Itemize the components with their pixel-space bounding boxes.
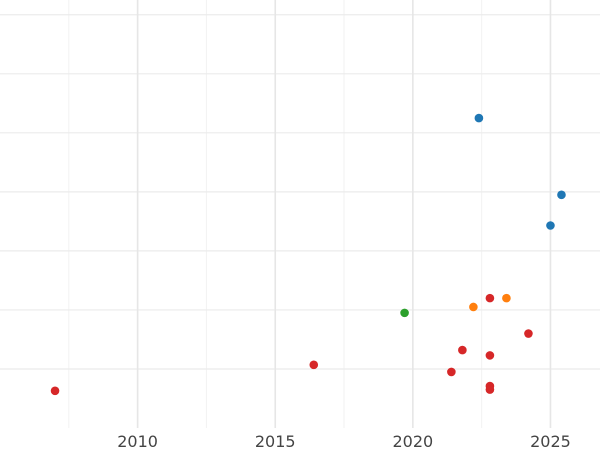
data-point-s3-2 xyxy=(447,367,456,377)
data-point-s3-6 xyxy=(524,329,533,338)
data-point-s1-1 xyxy=(469,302,478,312)
data-point-s3-5 xyxy=(485,351,495,360)
x-tick-label-1: 2015 xyxy=(255,432,296,450)
x-tick-label-3: 2025 xyxy=(530,432,571,450)
data-point-s1-0 xyxy=(502,293,511,303)
minor-gridlines xyxy=(68,0,483,428)
x-axis-tick-labels: 2010 2015 2020 2025 xyxy=(117,432,571,450)
data-point-s0-1 xyxy=(557,190,566,200)
data-point-s0-2 xyxy=(546,221,555,230)
data-point-s3-8 xyxy=(485,385,495,394)
data-point-s3-4 xyxy=(485,293,495,303)
data-point-s3-1 xyxy=(309,360,319,370)
x-tick-label-2: 2020 xyxy=(392,432,433,450)
data-point-s3-3 xyxy=(458,345,467,355)
x-tick-label-0: 2010 xyxy=(117,432,158,450)
data-point-s0-0 xyxy=(474,113,484,123)
data-point-s3-0 xyxy=(50,386,60,396)
data-points xyxy=(50,113,566,396)
data-point-s2-0 xyxy=(400,308,409,318)
major-gridlines xyxy=(0,0,600,428)
